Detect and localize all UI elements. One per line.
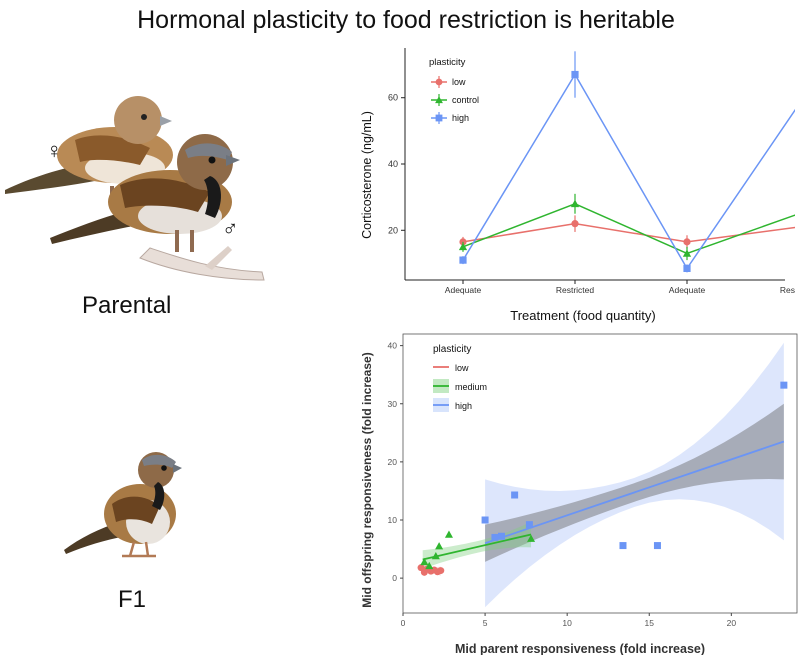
corticosterone-line-chart: 20 40 60 Adequate Restricted Adequate Restrict… [360, 48, 795, 323]
legend-label-medium: medium [455, 382, 487, 392]
confidence-band-high-outer [485, 342, 784, 608]
fit-line-medium [422, 533, 532, 561]
legend-key-marker-high [435, 114, 443, 122]
data-point-high [683, 264, 691, 272]
female-symbol: ♀ [46, 138, 63, 163]
data-point-low [571, 220, 579, 228]
y-tick-label: 0 [392, 573, 397, 583]
data-point-high [525, 521, 533, 529]
data-point-low [683, 238, 691, 246]
confidence-band-high-inner [485, 403, 784, 562]
x-tick-label: Restricted [556, 285, 595, 295]
legend-label-high: high [455, 401, 472, 411]
x-tick-label: 5 [483, 618, 488, 628]
data-point-control [458, 242, 468, 251]
x-tick-label: Restricted [780, 285, 795, 295]
y-axis-label: Corticosterone (ng/mL) [360, 111, 374, 239]
data-point-high [481, 516, 489, 524]
data-point-high [459, 256, 467, 264]
parent-sparrows-illustration: ♀ ♂ [5, 96, 265, 281]
x-tick-label: 20 [727, 618, 737, 628]
y-tick-label: 10 [388, 515, 398, 525]
y-tick-label: 30 [388, 399, 398, 409]
data-point-medium [420, 557, 429, 566]
data-point-high [571, 70, 579, 79]
male-symbol: ♂ [222, 216, 239, 241]
legend-label-low: low [455, 363, 469, 373]
legend-key-marker-low [435, 78, 443, 86]
data-point-high [511, 491, 519, 499]
legend-title: plasticity [429, 57, 466, 68]
data-point-low [437, 567, 445, 575]
x-tick-label: Adequate [445, 285, 482, 295]
legend-label-control: control [452, 95, 479, 105]
x-tick-label: Adequate [669, 285, 706, 295]
data-point-control [570, 199, 580, 208]
data-point-medium [425, 561, 434, 570]
f1-label: F1 [118, 586, 147, 613]
parental-label: Parental [82, 292, 172, 319]
data-point-control [682, 249, 692, 257]
plot-panel [402, 333, 798, 614]
y-axis-label: Mid offspring responsiveness (fold incre… [360, 352, 374, 607]
legend-label-high: high [452, 113, 469, 123]
data-point-medium [435, 542, 444, 550]
y-tick-label: 20 [388, 225, 398, 235]
legend-label-low: low [452, 77, 466, 87]
legend-title: plasticity [433, 344, 471, 355]
series-line-high [462, 73, 795, 270]
data-point-high [498, 532, 505, 540]
data-point-medium [444, 530, 453, 538]
f1-sparrow-illustration [64, 452, 182, 558]
page-title: Hormonal plasticity to food restriction … [137, 6, 675, 34]
legend-key-marker-control [435, 96, 443, 104]
fit-line-high [484, 440, 785, 545]
y-tick-label: 60 [388, 93, 398, 103]
x-tick-label: 15 [645, 618, 655, 628]
x-axis-label: Mid parent responsiveness (fold increase… [455, 642, 705, 655]
data-point-medium [431, 552, 440, 560]
x-tick-label: 10 [562, 618, 572, 628]
y-tick-label: 20 [388, 457, 398, 467]
data-point-high [780, 381, 788, 389]
data-point-high [491, 533, 499, 541]
series-line-control [462, 202, 795, 255]
x-tick-label: 0 [401, 618, 406, 628]
y-tick-label: 40 [388, 159, 398, 169]
y-tick-label: 40 [388, 341, 398, 351]
x-axis-label: Treatment (food quantity) [510, 308, 655, 323]
data-point-medium [527, 534, 536, 542]
data-point-high [653, 542, 661, 550]
data-point-high [619, 542, 627, 550]
series-line-low [462, 222, 795, 243]
